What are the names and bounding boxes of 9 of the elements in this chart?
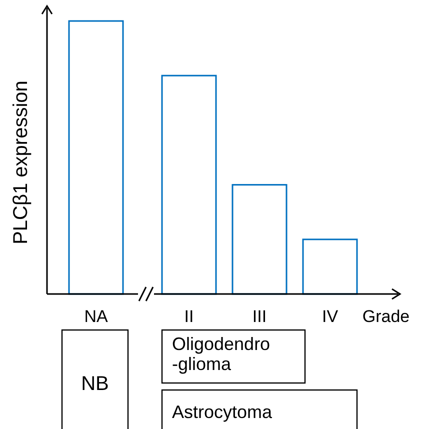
x-tick-label: III (252, 307, 267, 326)
text: Astrocytoma (172, 402, 274, 422)
x-tick-label: IV (322, 307, 339, 326)
x-tick-label: II (184, 307, 194, 326)
x-tick-label: NA (84, 307, 108, 326)
y-axis-title: PLCβ1 expression (10, 80, 32, 244)
x-axis-title: Grade (362, 307, 410, 326)
text: NB (81, 373, 109, 395)
text: Oligodendro -glioma (172, 334, 270, 374)
